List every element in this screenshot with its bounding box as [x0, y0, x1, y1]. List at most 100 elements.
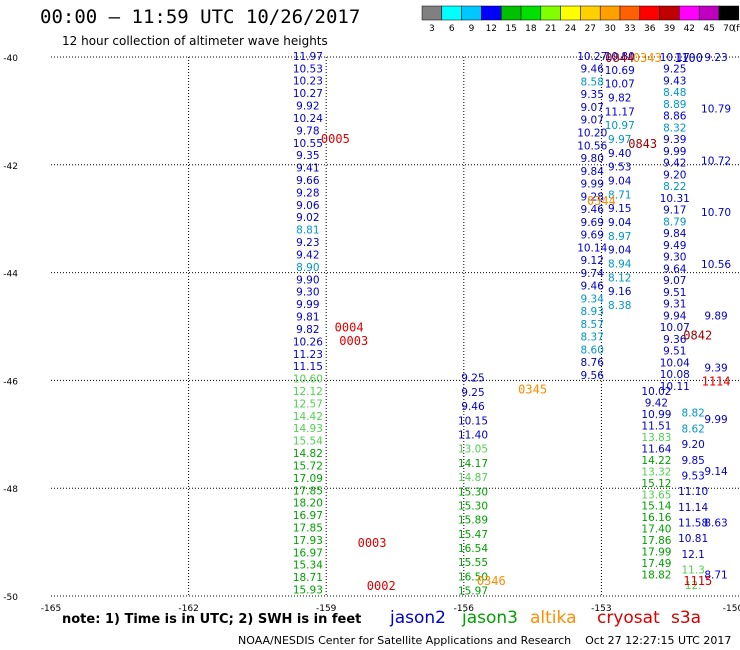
swh-value-label: 12.	[685, 580, 702, 592]
swh-value-label: 9.51	[663, 287, 686, 299]
colorbar-unit: (ft)	[733, 24, 740, 34]
legend-item-s3a: s3a	[671, 608, 702, 628]
y-tick-label: -50	[3, 593, 18, 603]
swh-value-label: 17.40	[641, 524, 671, 536]
swh-value-label: 10.99	[641, 409, 671, 421]
legend-item-altika: altika	[530, 608, 577, 628]
swh-value-label: 8.22	[663, 181, 686, 193]
swh-value-label: 17.86	[641, 535, 671, 547]
legend-item-cryosat: cryosat	[597, 608, 660, 628]
swh-value-label: 15.30	[458, 486, 488, 498]
swh-value-label: 9.25	[461, 373, 484, 385]
colorbar-label: 9	[469, 24, 475, 34]
swh-value-label: 9.02	[296, 212, 319, 224]
swh-value-label: 13.05	[458, 444, 488, 456]
swh-value-label: 9.14	[704, 466, 728, 478]
time-label: 1100	[674, 51, 703, 65]
swh-value-label: 10.23	[293, 76, 323, 88]
swh-value-label: 9.92	[296, 101, 319, 113]
time-label: 1115	[683, 574, 712, 588]
x-tick-label: -156	[454, 604, 475, 614]
colorbar-swatch	[421, 5, 443, 21]
swh-value-label: 17.93	[293, 535, 323, 547]
swh-value-label: 9.99	[663, 146, 686, 158]
swh-value-label: 9.16	[608, 286, 632, 298]
swh-value-label: 8.90	[296, 262, 319, 274]
colorbar-label: 70	[723, 24, 735, 34]
swh-value-label: 10.07	[660, 322, 690, 334]
swh-value-label: 9.74	[581, 268, 605, 280]
x-tick-label: -159	[316, 604, 337, 614]
swh-value-label: 10.56	[701, 259, 731, 271]
swh-value-label: 17.09	[293, 473, 323, 485]
swh-value-label: 9.64	[663, 263, 687, 275]
swh-value-label: 10.27	[577, 51, 607, 63]
swh-value-label: 9.46	[581, 64, 605, 76]
x-tick-label: -162	[178, 604, 198, 614]
swh-value-label: 9.80	[581, 153, 604, 165]
swh-value-label: 8.81	[296, 225, 319, 237]
colorbar-swatch	[679, 5, 700, 21]
swh-value-label: 17.85	[293, 485, 323, 497]
swh-value-label: 10.31	[660, 193, 690, 205]
swh-value-label: 10.04	[660, 357, 690, 369]
swh-value-label: 15.97	[458, 586, 488, 598]
colorbar-label: 36	[644, 24, 656, 34]
swh-value-label: 10.72	[701, 155, 731, 167]
swh-value-label: 16.50	[458, 571, 488, 583]
time-label: 0005	[321, 132, 350, 146]
swh-value-label: 12.1	[681, 549, 704, 561]
swh-value-label: 9.04	[608, 217, 632, 229]
y-tick-label: -44	[3, 270, 18, 280]
colorbar-swatch	[659, 5, 680, 21]
swh-value-label: 10.20	[577, 128, 607, 140]
swh-value-label: 9.17	[663, 205, 686, 217]
swh-value-label: 15.54	[293, 436, 323, 448]
swh-value-label: 9.23	[704, 52, 727, 64]
swh-value-label: 10.80	[605, 51, 635, 63]
swh-value-label: 8.60	[581, 344, 604, 356]
colorbar-swatch	[639, 5, 660, 21]
colorbar-swatch	[560, 5, 581, 21]
swh-value-label: 10.26	[293, 336, 323, 348]
swh-value-label: 9.07	[581, 102, 604, 114]
swh-value-label: 9.25	[663, 64, 686, 76]
swh-value-label: 9.94	[663, 310, 687, 322]
swh-value-label: 8.57	[581, 319, 604, 331]
colorbar-label: 21	[545, 24, 556, 34]
swh-value-label: 18.20	[293, 498, 323, 510]
swh-value-label: 8.89	[663, 99, 686, 111]
swh-value-label: 9.89	[704, 311, 727, 323]
swh-value-label: 10.56	[577, 140, 607, 152]
swh-value-label: 9.53	[681, 470, 704, 482]
colorbar-label: 15	[505, 24, 516, 34]
colorbar-swatch	[599, 5, 621, 21]
swh-value-label: 10.07	[605, 79, 635, 91]
swh-value-label: 10.14	[577, 242, 607, 254]
swh-value-label: 10.97	[605, 120, 635, 132]
swh-value-label: 9.78	[296, 125, 319, 137]
swh-value-label: 10.70	[701, 207, 731, 219]
time-label: 0003	[339, 334, 368, 348]
swh-value-label: 10.55	[293, 138, 323, 150]
colorbar-label: 45	[703, 24, 714, 34]
swh-value-label: 9.07	[663, 275, 686, 287]
swh-value-label: 9.99	[296, 299, 319, 311]
swh-value-label: 9.81	[296, 312, 319, 324]
swh-value-label: 10.24	[293, 113, 323, 125]
colorbar-label: 27	[585, 24, 596, 34]
swh-value-label: 9.42	[296, 249, 319, 261]
colorbar-label: 30	[604, 24, 616, 34]
time-label: 1114	[702, 374, 731, 388]
swh-value-label: 11.97	[293, 51, 323, 63]
colorbar-label: 6	[449, 24, 455, 34]
swh-value-label: 8.38	[608, 300, 631, 312]
colorbar-swatch	[500, 5, 522, 21]
swh-value-label: 8.12	[608, 272, 631, 284]
swh-value-label: 9.97	[608, 134, 631, 146]
swh-value-label: 18.82	[641, 569, 671, 581]
swh-value-label: 15.89	[458, 515, 488, 527]
swh-value-label: 11.3	[681, 565, 704, 577]
swh-value-label: 15.72	[293, 460, 323, 472]
